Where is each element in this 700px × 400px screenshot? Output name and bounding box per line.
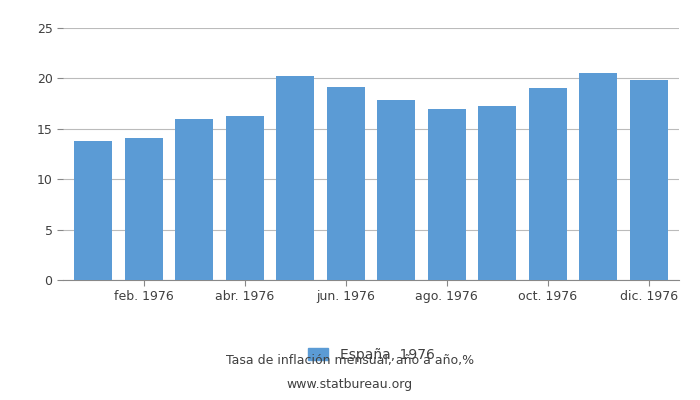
- Bar: [125, 138, 162, 280]
- Bar: [327, 88, 365, 280]
- Text: www.statbureau.org: www.statbureau.org: [287, 378, 413, 391]
- Legend: España, 1976: España, 1976: [302, 342, 440, 368]
- Bar: [74, 141, 112, 280]
- Bar: [630, 80, 668, 280]
- Bar: [528, 88, 567, 280]
- Text: Tasa de inflación mensual, año a año,%: Tasa de inflación mensual, año a año,%: [226, 354, 474, 367]
- Bar: [428, 109, 466, 280]
- Bar: [580, 73, 617, 280]
- Bar: [276, 76, 314, 280]
- Bar: [478, 106, 516, 280]
- Bar: [175, 119, 214, 280]
- Bar: [226, 116, 264, 280]
- Bar: [377, 100, 415, 280]
